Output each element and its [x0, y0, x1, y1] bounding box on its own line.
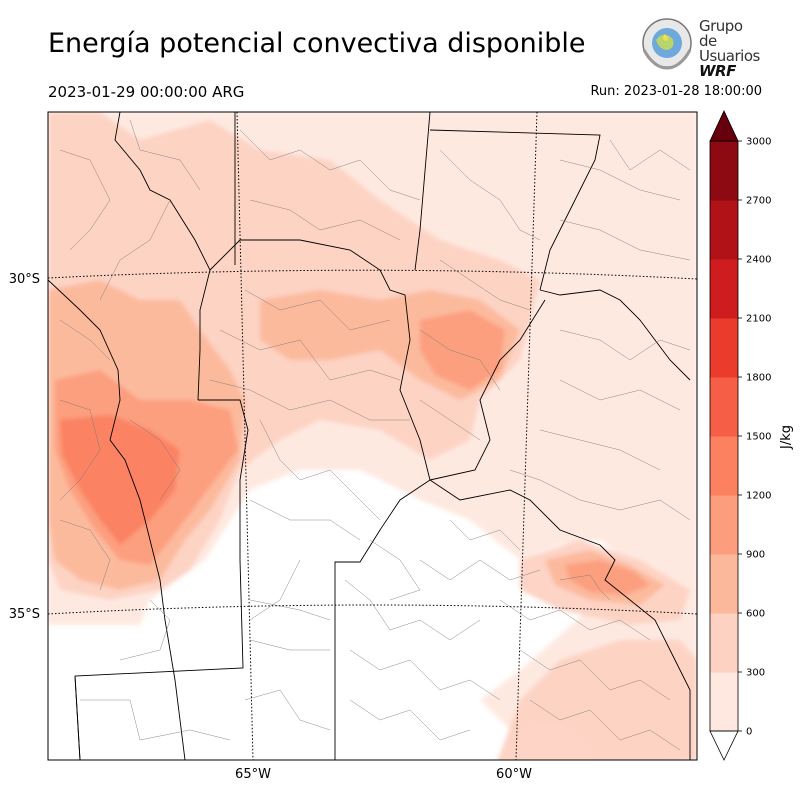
cape-field	[48, 112, 697, 760]
colorbar-tick-label: 300	[746, 668, 765, 679]
colorbar-tick-label: 1800	[746, 373, 771, 384]
logo-line3: WRF	[699, 62, 736, 80]
lat-label-30s: 30°S	[9, 272, 40, 287]
logo-text: Grupo de Usuarios WRF	[699, 19, 763, 79]
colorbar-tick-label: 2400	[746, 255, 771, 266]
colorbar-segment	[710, 200, 738, 260]
colorbar-tick-label: 900	[746, 550, 765, 561]
colorbar-tick-label: 600	[746, 609, 765, 620]
colorbar-segment	[710, 554, 738, 614]
cape-level-4	[60, 415, 180, 545]
province-borders	[48, 112, 691, 760]
colorbar-extend-max	[709, 110, 739, 142]
wrf-users-logo: Grupo de Usuarios WRF	[638, 16, 763, 79]
colorbar-tick-label: 0	[746, 727, 752, 738]
map-frame	[47, 111, 698, 761]
graticule	[48, 112, 697, 760]
cape-level-3b	[420, 310, 505, 390]
logo-line1: Grupo de	[699, 17, 743, 50]
map-title: Energía potencial convectiva disponible	[48, 28, 586, 59]
valid-time: 2023-01-29 00:00:00 ARG	[48, 83, 245, 101]
lat-label-35s: 35°S	[9, 607, 40, 622]
cape-level-1b	[497, 640, 697, 760]
department-borders	[59, 119, 691, 751]
cape-level-3c	[565, 560, 650, 595]
logo-line2: Usuarios	[699, 47, 760, 65]
colorbar: 0 300 600 900 1200 1500 1800 2100 2400 2700 3000	[709, 110, 771, 761]
colorbar-segment	[710, 318, 738, 378]
colorbar-segment	[710, 141, 738, 201]
colorbar-tick-label: 3000	[746, 137, 771, 148]
colorbar-tick-label: 2100	[746, 314, 771, 325]
colorbar-segment	[710, 259, 738, 319]
colorbar-tick-label: 2700	[746, 196, 771, 207]
lon-label-65w: 65°W	[235, 767, 271, 782]
lon-label-60w: 60°W	[496, 767, 532, 782]
colorbar-segment	[710, 495, 738, 555]
colorbar-segment	[710, 672, 738, 732]
globe-icon	[642, 18, 692, 70]
colorbar-segment	[710, 436, 738, 496]
colorbar-extend-min	[709, 730, 739, 761]
colorbar-segment	[710, 613, 738, 673]
run-time: Run: 2023-01-28 18:00:00	[590, 84, 762, 99]
colorbar-tick-label: 1500	[746, 432, 771, 443]
colorbar-unit: J/kg	[779, 425, 794, 450]
colorbar-segment	[710, 377, 738, 437]
colorbar-tick-label: 1200	[746, 491, 771, 502]
